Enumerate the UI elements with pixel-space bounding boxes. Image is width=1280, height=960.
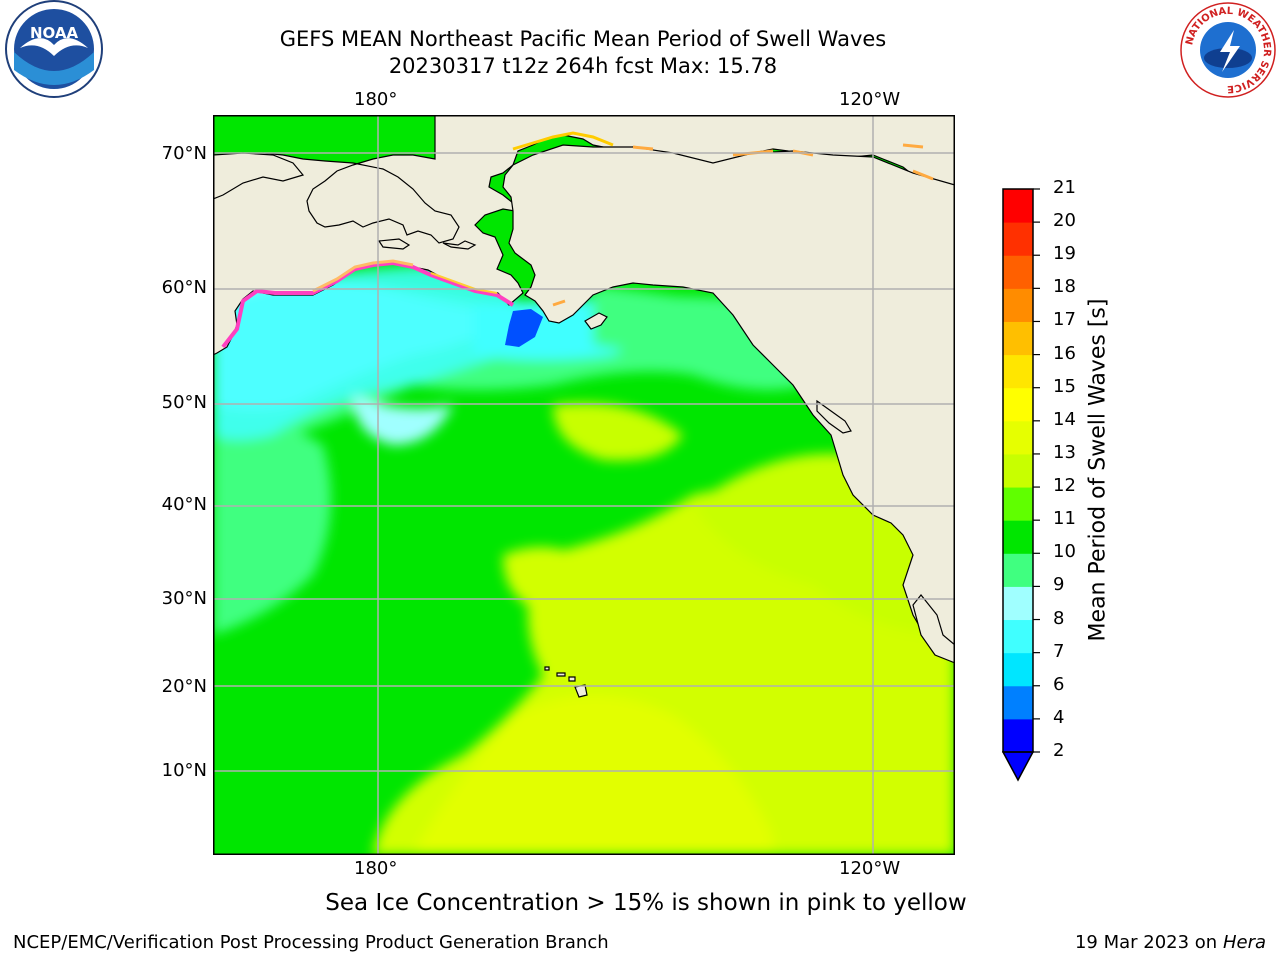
colorbar-tick-label: 21	[1053, 177, 1076, 198]
swell-period-map	[213, 115, 955, 855]
colorbar-tick-label: 18	[1053, 276, 1076, 298]
colorbar-tick-label: 2	[1053, 740, 1065, 761]
colorbar-segment	[1003, 652, 1033, 687]
lat-tick-70n: 70°N	[161, 143, 207, 164]
colorbar-tick-label: 19	[1053, 243, 1076, 265]
colorbar-segment	[1003, 487, 1033, 521]
credit-text: NCEP/EMC/Verification Post Processing Pr…	[13, 932, 609, 953]
lon-tick-top-180: 180°	[354, 89, 398, 110]
colorbar-segment	[1003, 420, 1033, 455]
colorbar	[1002, 188, 1040, 782]
colorbar-frame	[1002, 188, 1034, 753]
colorbar-segment	[1003, 255, 1033, 289]
colorbar-tick-label: 17	[1053, 309, 1076, 331]
lat-tick-50n: 50°N	[161, 392, 207, 413]
colorbar-segment	[1003, 222, 1033, 256]
colorbar-tick-label: 6	[1053, 673, 1065, 695]
date-host: Hera	[1222, 932, 1266, 953]
colorbar-tick-label: 20	[1053, 210, 1076, 232]
colorbar-segment	[1003, 520, 1033, 554]
colorbar-tick-label: 15	[1053, 375, 1076, 397]
colorbar-segment	[1003, 453, 1033, 488]
date-text: 19 Mar 2023 on Hera	[1075, 932, 1266, 953]
lon-tick-top-120w: 120°W	[839, 89, 901, 110]
colorbar-segment	[1003, 189, 1033, 223]
colorbar-segment	[1003, 553, 1033, 587]
colorbar-tick-label: 7	[1053, 640, 1065, 662]
sea-ice-note-text: Sea Ice Concentration > 15% is shown in …	[325, 890, 967, 916]
lat-tick-60n: 60°N	[161, 277, 207, 298]
colorbar-tick-label: 10	[1053, 541, 1076, 563]
chart-subtitle: 20230317 t12z 264h fcst Max: 15.78	[388, 54, 778, 78]
colorbar-tick-label: 13	[1053, 441, 1076, 463]
chart-title: GEFS MEAN Northeast Pacific Mean Period …	[279, 27, 887, 51]
colorbar-tick-label: 14	[1053, 408, 1076, 430]
colorbar-tick-label: 8	[1053, 607, 1065, 629]
noaa-logo-text: NOAA	[30, 24, 79, 42]
colorbar-segment	[1003, 387, 1033, 422]
colorbar-segment	[1003, 586, 1033, 621]
noaa-logo: NOAA	[5, 0, 103, 98]
map-gridlines	[213, 115, 955, 855]
lat-tick-20n: 20°N	[161, 676, 207, 697]
colorbar-tick-label: 16	[1053, 342, 1076, 364]
date-value: 19 Mar 2023 on	[1074, 932, 1218, 953]
lon-tick-bottom-180: 180°	[354, 858, 398, 879]
map-frame	[213, 115, 955, 855]
sea-ice-note: Sea Ice Concentration > 15% is shown in …	[0, 890, 1280, 916]
colorbar-segment	[1003, 288, 1033, 322]
cook-inlet-low-period	[505, 309, 543, 347]
colorbar-tick-label: 4	[1053, 706, 1065, 728]
colorbar-segment	[1003, 321, 1033, 356]
colorbar-segment	[1003, 718, 1033, 753]
colorbar-extend-arrow	[1002, 751, 1035, 782]
colorbar-segment	[1003, 354, 1033, 389]
lon-tick-bottom-120w: 120°W	[839, 858, 901, 879]
colorbar-tick-label: 11	[1053, 508, 1076, 530]
colorbar-segment	[1003, 619, 1033, 654]
lat-tick-10n: 10°N	[161, 760, 207, 781]
colorbar-segment	[1003, 685, 1033, 720]
lat-tick-40n: 40°N	[161, 494, 207, 515]
colorbar-label: Mean Period of Swell Waves [s]	[1085, 298, 1111, 642]
mexico-coast	[912, 594, 955, 664]
colorbar-tick-label: 9	[1053, 574, 1065, 596]
colorbar-tick-label: 12	[1053, 475, 1076, 497]
nws-logo: NATIONAL WEATHER SERVICE	[1180, 2, 1276, 98]
lat-tick-30n: 30°N	[161, 588, 207, 609]
